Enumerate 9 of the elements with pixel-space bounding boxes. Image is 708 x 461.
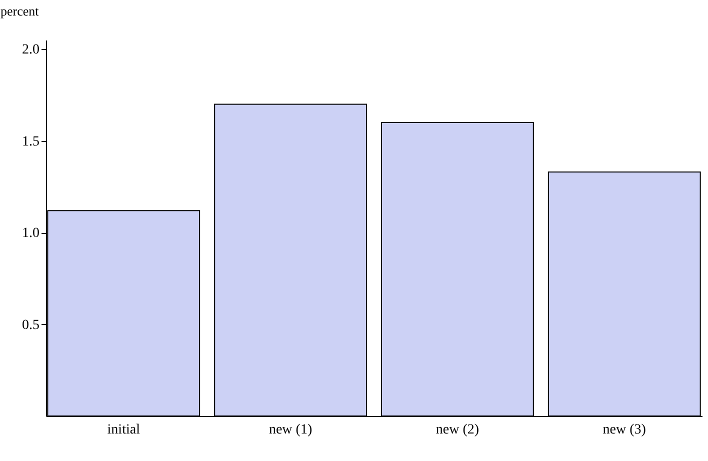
y-tick-label: 2.0: [22, 42, 40, 58]
y-tick-label: 1.0: [22, 226, 40, 242]
x-tick-label: initial: [107, 422, 140, 438]
x-tick-label: new (2): [436, 422, 480, 438]
y-axis-title: percent: [0, 4, 40, 18]
y-tick-label: 0.5: [22, 318, 40, 333]
y-tick-label: 1.5: [22, 134, 40, 150]
x-tick-label: new (1): [268, 422, 312, 438]
x-tick-label: new (3): [602, 422, 646, 438]
